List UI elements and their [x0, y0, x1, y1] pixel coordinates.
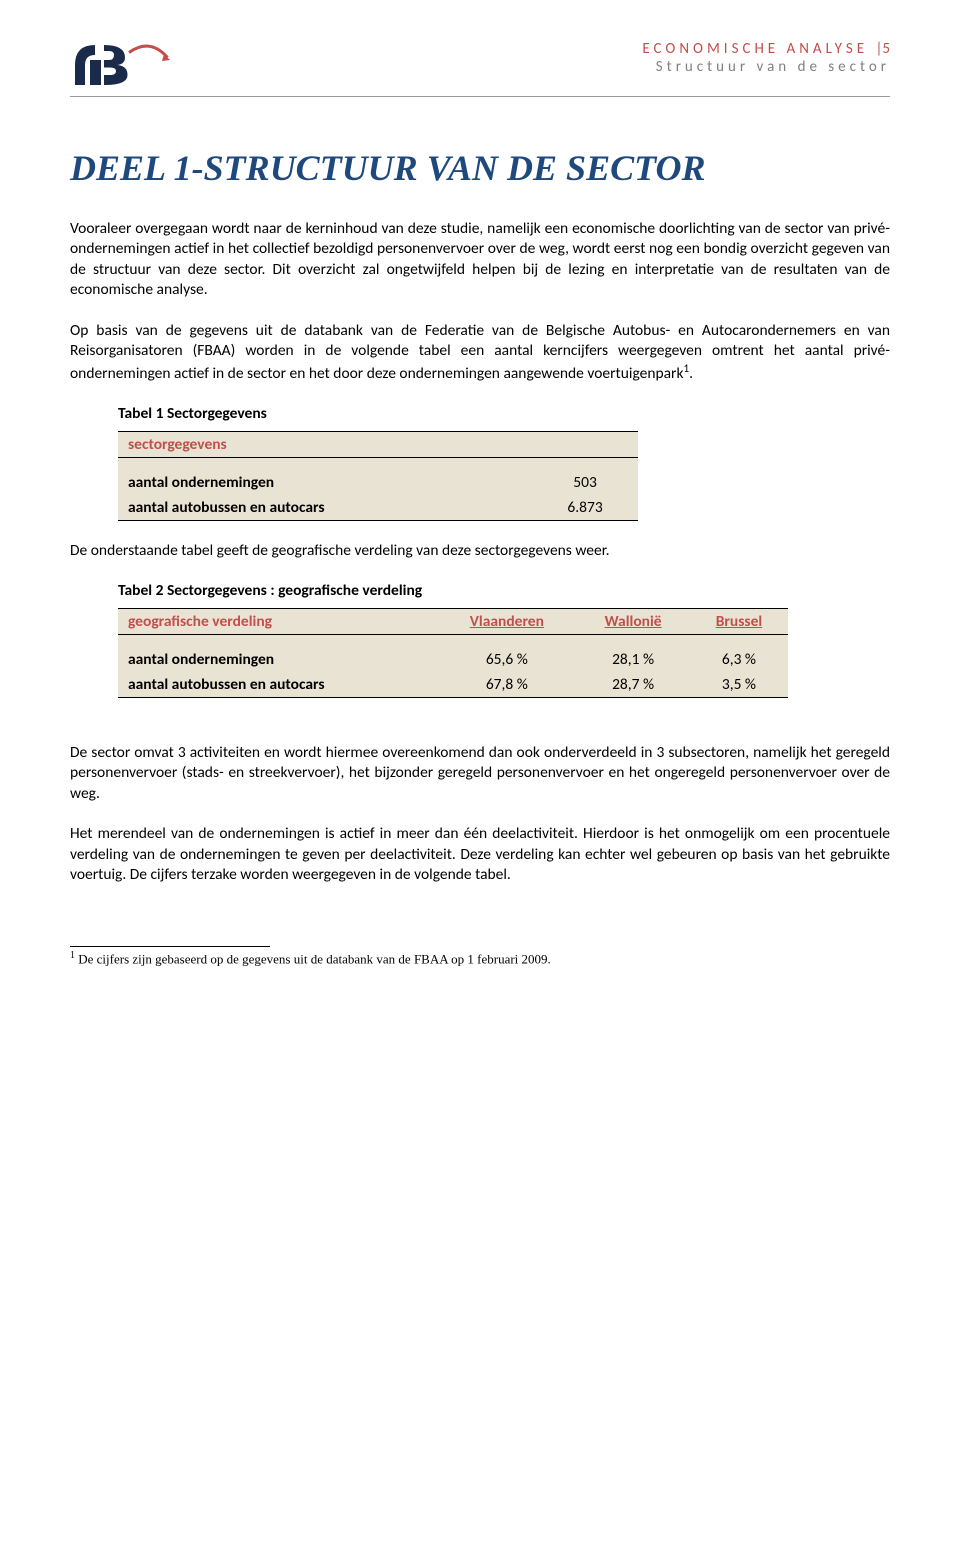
table1-spacer: [118, 458, 638, 470]
table1-row1-label: aantal autobussen en autocars: [118, 495, 532, 521]
paragraph-1: Vooraleer overgegaan wordt naar de kerni…: [70, 219, 890, 301]
table1: sectorgegevens aantal ondernemingen503 a…: [118, 431, 638, 521]
page-header: ECONOMISCHE ANALYSE |5 Structuur van de …: [70, 40, 890, 97]
icb-logo-icon: [70, 40, 170, 90]
paragraph-2-end: .: [689, 364, 693, 383]
section-title: DEEL 1-STRUCTUUR VAN DE SECTOR: [70, 147, 890, 189]
paragraph-2-text: Op basis van de gegevens uit de databank…: [70, 321, 890, 383]
logo: [70, 40, 170, 90]
footnote-1: 1 De cijfers zijn gebaseerd op de gegeve…: [70, 950, 890, 967]
table2-col0: Vlaanderen: [437, 609, 576, 635]
table1-header: sectorgegevens: [118, 432, 638, 458]
table2-row0-label: aantal ondernemingen: [118, 647, 437, 672]
header-doc-title: ECONOMISCHE ANALYSE: [642, 40, 868, 58]
paragraph-5: Het merendeel van de ondernemingen is ac…: [70, 824, 890, 885]
table2-row1-val2: 3,5 %: [690, 672, 788, 698]
footnote-rule: [70, 946, 270, 947]
table2-col2: Brussel: [690, 609, 788, 635]
table2-row1-label: aantal autobussen en autocars: [118, 672, 437, 698]
table2-spacer: [118, 635, 788, 647]
table2: geografische verdeling Vlaanderen Wallon…: [118, 608, 788, 698]
table2-row1-val0: 67,8 %: [437, 672, 576, 698]
paragraph-3: De onderstaande tabel geeft de geografis…: [70, 541, 890, 561]
header-title-line2: Structuur van de sector: [642, 58, 890, 76]
table1-caption: Tabel 1 Sectorgegevens: [118, 404, 890, 423]
page-number: 5: [882, 40, 890, 58]
table2-header-label: geografische verdeling: [118, 609, 437, 635]
paragraph-4: De sector omvat 3 activiteiten en wordt …: [70, 743, 890, 804]
header-right: ECONOMISCHE ANALYSE |5 Structuur van de …: [642, 40, 890, 76]
table2-row1-val1: 28,7 %: [576, 672, 690, 698]
table2-caption: Tabel 2 Sectorgegevens : geografische ve…: [118, 581, 890, 600]
footnote-text: De cijfers zijn gebaseerd op de gegevens…: [75, 951, 551, 966]
table2-col1: Wallonië: [576, 609, 690, 635]
table1-row0-label: aantal ondernemingen: [118, 470, 532, 495]
table2-row0-val2: 6,3 %: [690, 647, 788, 672]
table1-row1-value: 6.873: [532, 495, 638, 521]
table2-row0-val0: 65,6 %: [437, 647, 576, 672]
paragraph-2: Op basis van de gegevens uit de databank…: [70, 321, 890, 385]
table1-row0-value: 503: [532, 470, 638, 495]
table2-row0-val1: 28,1 %: [576, 647, 690, 672]
header-title-line1: ECONOMISCHE ANALYSE |5: [642, 40, 890, 58]
